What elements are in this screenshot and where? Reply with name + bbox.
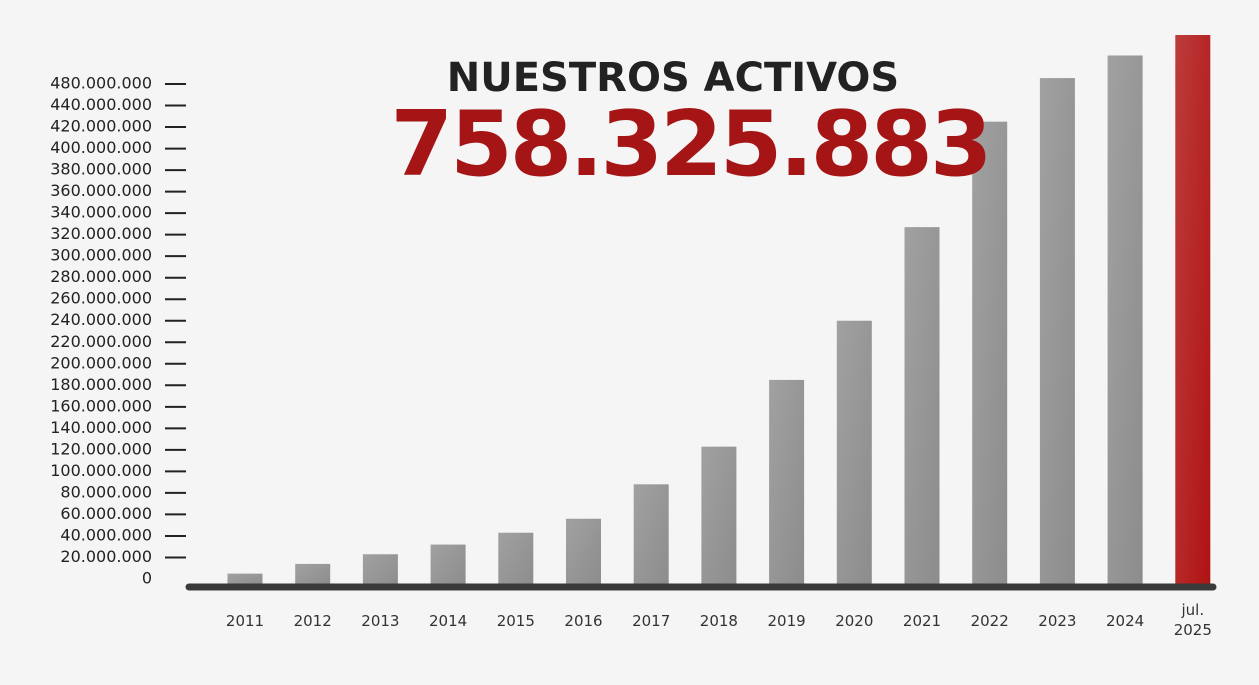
y-tick-label: 260.000.000 (50, 289, 152, 308)
bar (769, 379, 805, 587)
bar (430, 544, 466, 587)
x-tick-label: 2023 (1038, 612, 1077, 630)
bar (972, 121, 1008, 588)
y-tick-label: 380.000.000 (50, 160, 152, 179)
x-tick-label: 2021 (902, 612, 942, 630)
x-tick-label: 2014 (429, 612, 468, 630)
x-tick-label: 2015 (496, 612, 535, 630)
bar (362, 554, 398, 587)
y-tick-label: 80.000.000 (60, 482, 152, 501)
x-tick-label: 2024 (1106, 612, 1145, 630)
bar (904, 227, 940, 587)
bar (498, 532, 534, 587)
y-tick-label: 360.000.000 (50, 181, 152, 200)
y-tick-label: 20.000.000 (60, 547, 152, 566)
x-tick-label: 2018 (699, 612, 738, 630)
bar (633, 484, 669, 587)
x-tick-label: 2012 (293, 612, 332, 630)
y-tick-label: 180.000.000 (50, 375, 152, 394)
y-tick-label: 440.000.000 (50, 95, 152, 114)
headline: 758.325.883 (391, 92, 990, 197)
bar (836, 320, 872, 587)
y-tick-label: 420.000.000 (50, 117, 152, 136)
y-tick-label: 300.000.000 (50, 246, 152, 265)
y-tick-label: 40.000.000 (60, 525, 152, 544)
y-tick-label: 160.000.000 (50, 396, 152, 415)
x-tick-label: 2016 (564, 612, 603, 630)
bar (1107, 55, 1143, 587)
bar (701, 446, 737, 587)
y-tick-label: 0 (142, 569, 152, 588)
x-tick-label: 2013 (361, 612, 400, 630)
y-tick-label: 60.000.000 (60, 504, 152, 523)
x-tick-label: 2011 (225, 612, 265, 630)
y-tick-label: 480.000.000 (50, 74, 152, 93)
x-tick-label: 2022 (970, 612, 1009, 630)
bar (295, 563, 331, 587)
x-tick-label: 2020 (835, 612, 874, 630)
y-tick-label: 120.000.000 (50, 439, 152, 458)
y-tick-label: 240.000.000 (50, 310, 152, 329)
bar (1039, 78, 1075, 588)
y-tick-label: 220.000.000 (50, 332, 152, 351)
y-tick-label: 280.000.000 (50, 267, 152, 286)
y-tick-label: 400.000.000 (50, 138, 152, 157)
y-tick-label: 340.000.000 (50, 203, 152, 222)
chart-title: NUESTROS ACTIVOS (447, 55, 899, 101)
bar (1175, 35, 1211, 587)
x-tick-label: jul. 2025 (1173, 601, 1212, 639)
y-tick-label: 100.000.000 (50, 461, 152, 480)
x-tick-label: 2019 (767, 612, 806, 630)
x-tick-label: 2017 (632, 612, 671, 630)
y-tick-label: 320.000.000 (50, 224, 152, 243)
y-tick-label: 140.000.000 (50, 418, 152, 437)
y-tick-label: 200.000.000 (50, 353, 152, 372)
bar (566, 518, 601, 587)
